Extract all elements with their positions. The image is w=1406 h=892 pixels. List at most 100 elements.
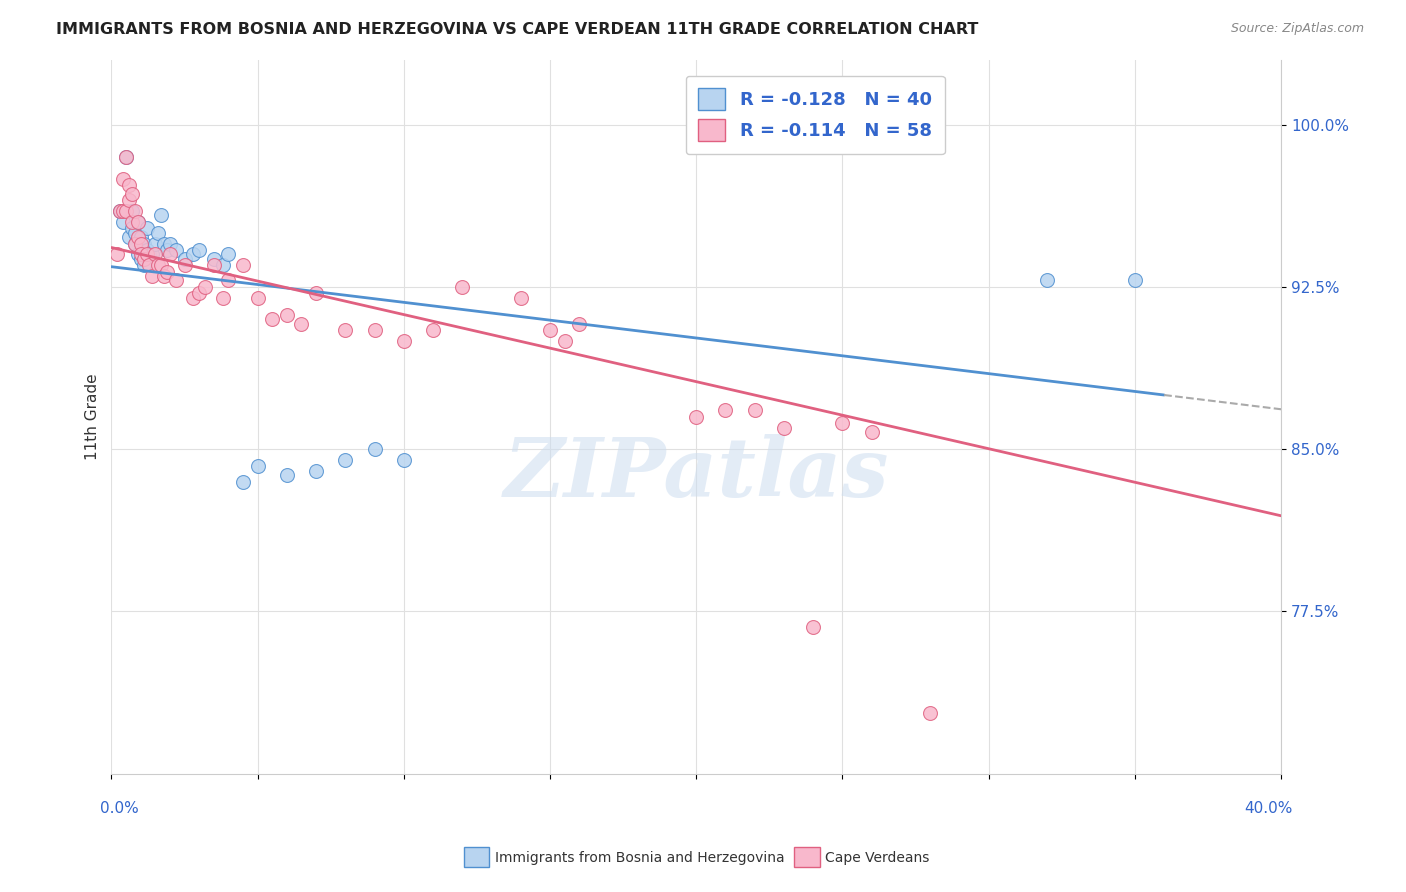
Point (276, 308, 298, 322)
Point (1036, 273, 1059, 287)
Point (132, 258, 155, 272)
Point (150, 258, 173, 272)
Point (124, 226, 146, 240)
Point (165, 243, 187, 257)
Point (156, 265, 179, 279)
Point (335, 323, 357, 337)
Point (148, 226, 170, 240)
Point (132, 236, 155, 251)
Point (112, 171, 135, 186)
Point (1123, 273, 1146, 287)
Point (135, 221, 157, 235)
Point (202, 258, 225, 272)
Point (451, 280, 474, 294)
Point (194, 280, 217, 294)
Point (363, 442, 385, 457)
Point (153, 236, 176, 251)
Point (181, 247, 204, 261)
Point (246, 459, 269, 474)
Point (121, 186, 143, 201)
Point (124, 236, 146, 251)
Point (181, 291, 204, 305)
Point (232, 475, 254, 489)
Point (148, 258, 170, 272)
Text: 0.0%: 0.0% (100, 801, 138, 816)
Point (124, 204, 146, 219)
Point (202, 252, 225, 266)
Point (392, 334, 415, 348)
Point (392, 453, 415, 467)
Point (165, 273, 187, 287)
Point (188, 243, 211, 257)
Legend: R = -0.128   N = 40, R = -0.114   N = 58: R = -0.128 N = 40, R = -0.114 N = 58 (686, 76, 945, 154)
Point (112, 215, 135, 229)
Point (305, 464, 328, 478)
Point (127, 247, 149, 261)
Point (121, 221, 143, 235)
Point (115, 204, 138, 219)
Point (141, 268, 163, 283)
Point (173, 252, 195, 266)
Point (714, 403, 737, 417)
Point (422, 323, 444, 337)
Point (135, 243, 157, 257)
Point (509, 291, 531, 305)
Point (115, 150, 138, 164)
Point (127, 215, 149, 229)
Point (129, 230, 152, 244)
Point (217, 247, 239, 261)
Text: Source: ZipAtlas.com: Source: ZipAtlas.com (1230, 22, 1364, 36)
Point (232, 258, 254, 272)
Point (262, 312, 284, 326)
Point (335, 453, 357, 467)
Point (173, 258, 195, 272)
Point (118, 230, 141, 244)
Point (127, 215, 149, 229)
Point (132, 252, 155, 266)
Point (150, 209, 173, 223)
Point (108, 204, 131, 219)
Text: 40.0%: 40.0% (1244, 801, 1292, 816)
Point (129, 247, 152, 261)
Point (831, 416, 853, 430)
Point (305, 286, 328, 301)
Point (363, 323, 385, 337)
Point (568, 317, 591, 331)
Point (773, 420, 796, 434)
Point (153, 268, 176, 283)
Point (744, 403, 766, 417)
Point (118, 194, 141, 208)
Point (127, 230, 149, 244)
Point (143, 247, 166, 261)
Point (129, 252, 152, 266)
Point (188, 286, 211, 301)
Point (538, 323, 561, 337)
Point (121, 215, 143, 229)
Text: Cape Verdeans: Cape Verdeans (825, 851, 929, 865)
Point (124, 236, 146, 251)
Point (159, 236, 181, 251)
Point (108, 204, 131, 219)
Y-axis label: 11th Grade: 11th Grade (86, 374, 100, 460)
Point (159, 247, 181, 261)
Point (156, 243, 179, 257)
Point (105, 247, 128, 261)
Point (211, 291, 233, 305)
Point (112, 204, 135, 219)
Point (246, 291, 269, 305)
Text: IMMIGRANTS FROM BOSNIA AND HERZEGOVINA VS CAPE VERDEAN 11TH GRADE CORRELATION CH: IMMIGRANTS FROM BOSNIA AND HERZEGOVINA V… (56, 22, 979, 37)
Text: ZIPatlas: ZIPatlas (503, 434, 889, 514)
Point (138, 247, 160, 261)
Point (685, 409, 707, 424)
Point (554, 334, 576, 348)
Point (276, 468, 298, 483)
Point (211, 258, 233, 272)
Point (217, 273, 239, 287)
Text: Immigrants from Bosnia and Herzegovina: Immigrants from Bosnia and Herzegovina (495, 851, 785, 865)
Point (115, 150, 138, 164)
Point (135, 247, 157, 261)
Point (143, 236, 166, 251)
Point (920, 706, 942, 721)
Point (141, 247, 163, 261)
Point (121, 204, 143, 219)
